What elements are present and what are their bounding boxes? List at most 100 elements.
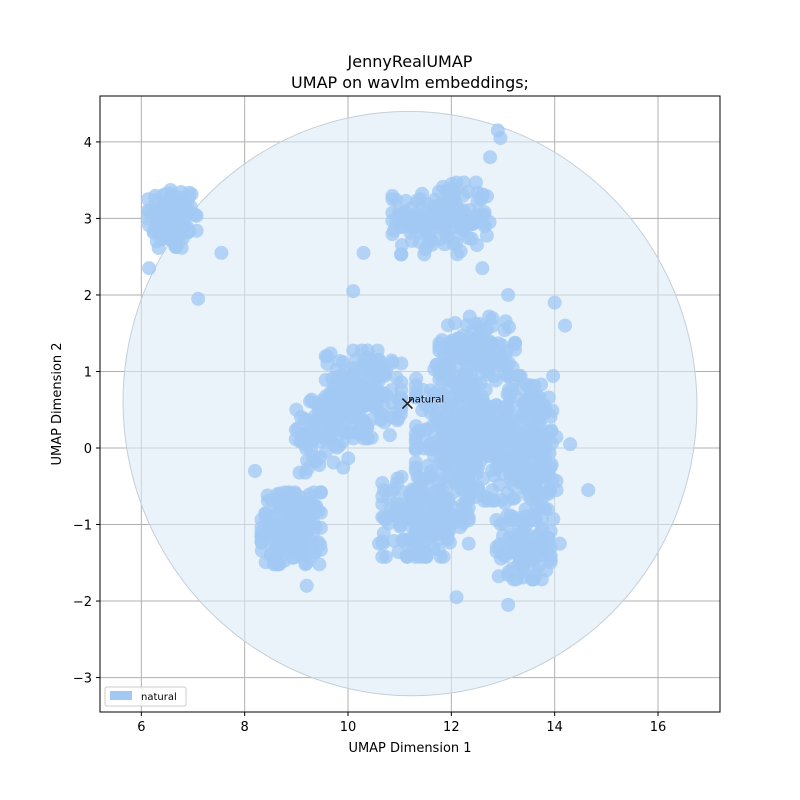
scatter-point bbox=[501, 597, 516, 612]
scatter-point bbox=[435, 386, 450, 401]
scatter-point bbox=[493, 131, 508, 146]
chart-subtitle: UMAP on wavlm embeddings; bbox=[291, 73, 529, 92]
scatter-point bbox=[346, 284, 361, 299]
scatter-point bbox=[299, 438, 314, 453]
scatter-point bbox=[248, 463, 262, 478]
scatter-point bbox=[412, 423, 427, 438]
scatter-point bbox=[489, 398, 504, 413]
scatter-point bbox=[408, 544, 423, 559]
scatter-point bbox=[310, 413, 325, 428]
x-axis-ticks: 6 8 10 12 14 16 bbox=[137, 712, 666, 735]
scatter-point bbox=[509, 572, 524, 587]
scatter-point bbox=[341, 451, 356, 466]
scatter-point bbox=[543, 555, 558, 570]
scatter-point bbox=[142, 261, 157, 276]
x-tick-label: 12 bbox=[443, 720, 460, 735]
scatter-point bbox=[447, 193, 462, 208]
scatter-point bbox=[529, 396, 544, 411]
scatter-point bbox=[389, 476, 404, 491]
scatter-point bbox=[433, 201, 448, 216]
scatter-point bbox=[166, 210, 181, 225]
scatter-point bbox=[425, 237, 440, 252]
scatter-point bbox=[311, 503, 326, 518]
scatter-point bbox=[164, 186, 179, 201]
scatter-point bbox=[410, 470, 425, 485]
scatter-point bbox=[431, 501, 446, 516]
scatter-point bbox=[373, 406, 388, 421]
scatter-point bbox=[449, 590, 464, 605]
scatter-point bbox=[498, 430, 513, 445]
scatter-point bbox=[353, 390, 368, 405]
scatter-point bbox=[318, 372, 333, 387]
scatter-point bbox=[501, 287, 516, 302]
scatter-point bbox=[254, 534, 269, 549]
scatter-point bbox=[464, 442, 479, 457]
scatter-point bbox=[307, 426, 322, 441]
scatter-point bbox=[549, 429, 564, 444]
scatter-point bbox=[516, 555, 531, 570]
scatter-point bbox=[465, 373, 480, 388]
centroid-label: natural bbox=[408, 395, 444, 406]
scatter-point bbox=[395, 533, 410, 548]
y-tick-label: −3 bbox=[73, 672, 92, 687]
scatter-point bbox=[385, 213, 400, 228]
scatter-point bbox=[462, 309, 477, 324]
scatter-point bbox=[332, 438, 347, 453]
scatter-point bbox=[312, 557, 327, 572]
scatter-point bbox=[141, 192, 156, 207]
scatter-point bbox=[403, 210, 418, 225]
scatter-point bbox=[500, 508, 515, 523]
scatter-point bbox=[297, 542, 312, 557]
scatter-point bbox=[391, 411, 406, 426]
plot-frame bbox=[99, 95, 721, 713]
scatter-point bbox=[410, 497, 425, 512]
scatter-point bbox=[563, 437, 578, 452]
scatter-point bbox=[313, 485, 328, 500]
y-tick-label: 2 bbox=[84, 289, 92, 304]
scatter-point bbox=[456, 480, 471, 495]
scatter-point bbox=[332, 421, 347, 436]
y-tick-label: −1 bbox=[73, 519, 92, 534]
scatter-point bbox=[450, 247, 465, 262]
scatter-point bbox=[445, 349, 460, 364]
scatter-point bbox=[537, 501, 552, 516]
scatter-point bbox=[417, 247, 432, 262]
scatter-point bbox=[461, 536, 476, 551]
scatter-point bbox=[492, 443, 507, 458]
scatter-point bbox=[408, 524, 423, 539]
chart-title: JennyRealUMAP bbox=[347, 52, 473, 71]
scatter-point bbox=[292, 465, 307, 480]
scatter-point bbox=[288, 422, 303, 437]
y-tick-label: 4 bbox=[84, 136, 92, 151]
scatter-point bbox=[449, 175, 464, 190]
scatter-point bbox=[141, 203, 156, 218]
scatter-point bbox=[477, 347, 492, 362]
scatter-point bbox=[526, 572, 541, 587]
scatter-point bbox=[273, 486, 288, 501]
scatter-point bbox=[452, 331, 467, 346]
scatter-point bbox=[372, 536, 386, 551]
scatter-point bbox=[519, 471, 534, 486]
scatter-point bbox=[459, 495, 474, 510]
scatter-point bbox=[531, 462, 546, 477]
scatter-point bbox=[403, 225, 418, 240]
scatter-point bbox=[423, 394, 438, 409]
scatter-point bbox=[378, 549, 393, 564]
scatter-point bbox=[519, 538, 534, 553]
scatter-point bbox=[320, 356, 335, 371]
legend: natural bbox=[104, 686, 187, 707]
scatter-point bbox=[449, 384, 464, 399]
scatter-point bbox=[289, 402, 304, 417]
scatter-point bbox=[492, 477, 507, 492]
scatter-point bbox=[473, 429, 488, 444]
scatter-point bbox=[522, 437, 537, 452]
scatter-point bbox=[434, 333, 449, 348]
scatter-point bbox=[389, 370, 404, 385]
scatter-point bbox=[382, 428, 397, 443]
scatter-point bbox=[475, 261, 490, 276]
scatter-point bbox=[477, 489, 492, 504]
scatter-point bbox=[446, 515, 461, 530]
scatter-point bbox=[447, 451, 462, 466]
scatter-point bbox=[450, 429, 465, 444]
scatter-point bbox=[459, 410, 474, 425]
